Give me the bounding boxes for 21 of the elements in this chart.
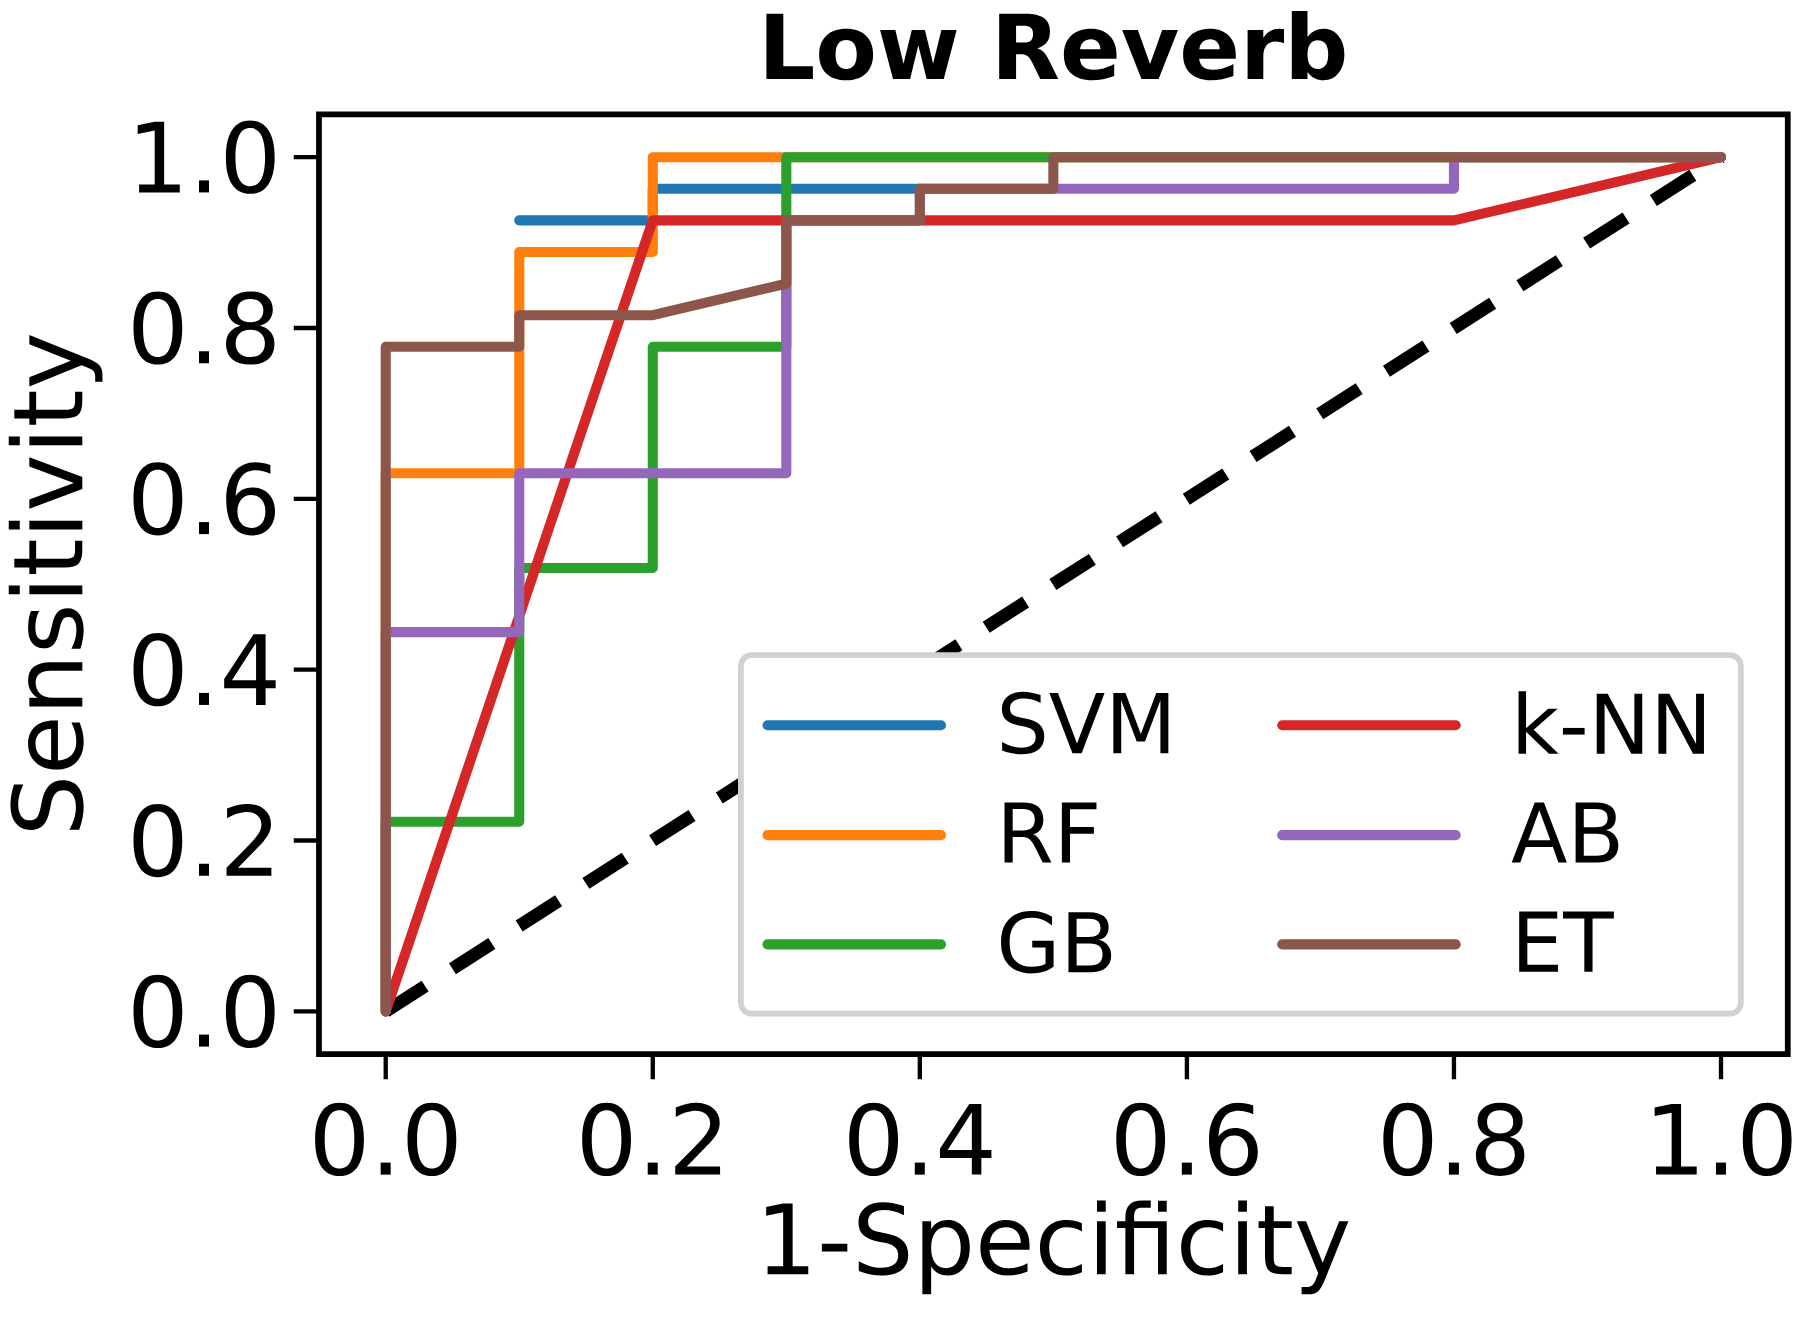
legend-label: AB — [1511, 802, 1619, 863]
y-tick-label: 0.0 — [133, 974, 275, 1048]
legend-label: k-NN — [1518, 691, 1704, 754]
x-tick-label: 0.8 — [1383, 1102, 1525, 1176]
legend-label: RF — [1004, 802, 1097, 863]
y-tick-label: 0.4 — [133, 633, 276, 707]
x-tick-label: 1.0 — [1654, 1102, 1792, 1176]
x-tick-label: 0.4 — [849, 1102, 992, 1176]
legend-label: GB — [1001, 910, 1112, 974]
y-tick-label: 0.6 — [133, 462, 275, 536]
y-tick-label: 0.8 — [133, 291, 275, 365]
x-tick-label: 0.2 — [582, 1102, 721, 1176]
y-tick-label: 1.0 — [137, 120, 275, 194]
x-axis-title: 1-Specificity — [766, 1200, 1349, 1295]
chart-title: Low Reverb — [766, 10, 1345, 81]
x-tick-label: 0.0 — [315, 1102, 457, 1176]
y-axis-title: Sensitivity — [8, 334, 103, 830]
y-tick-label: 0.2 — [133, 803, 272, 878]
x-tick-label: 0.6 — [1116, 1102, 1258, 1176]
legend-label: ET — [1519, 911, 1614, 972]
legend-label: SVM — [1001, 691, 1169, 755]
